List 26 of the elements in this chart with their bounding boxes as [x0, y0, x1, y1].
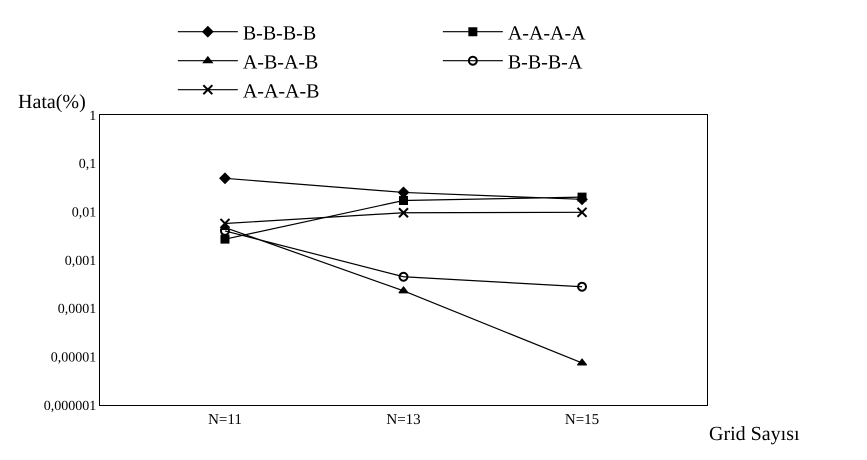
y-tick-label: 0,000001: [44, 398, 96, 414]
point: [220, 234, 230, 244]
legend-label: A-A-A-B: [242, 80, 320, 102]
point: [398, 207, 409, 218]
y-tick-label: 0,00001: [50, 350, 96, 366]
point: [399, 196, 408, 206]
x-tick-label: N=11: [208, 412, 242, 428]
point: [398, 272, 408, 282]
legend-label: B-B-B-B: [242, 22, 316, 44]
legend-label: A-B-A-B: [242, 52, 318, 74]
x-tick-label: N=15: [564, 412, 600, 428]
y-tick-label: 0,1: [78, 157, 96, 172]
y-tick-label: 0,01: [72, 206, 96, 221]
x-tick-label: N=13: [386, 412, 421, 428]
point: [219, 172, 231, 184]
point: [576, 206, 588, 218]
y-axis-title: Hata(%): [18, 91, 86, 113]
legend-label: A-A-A-A: [508, 22, 586, 44]
y-tick-label: 0,001: [64, 254, 96, 269]
point: [577, 282, 588, 292]
point: [219, 218, 230, 229]
x-axis-title: Grid Sayısı: [709, 423, 800, 445]
y-tick-label: 1: [89, 108, 96, 124]
y-tick-label: 0,0001: [58, 302, 96, 318]
point: [578, 192, 587, 202]
legend-label: B-B-B-A: [508, 52, 583, 74]
